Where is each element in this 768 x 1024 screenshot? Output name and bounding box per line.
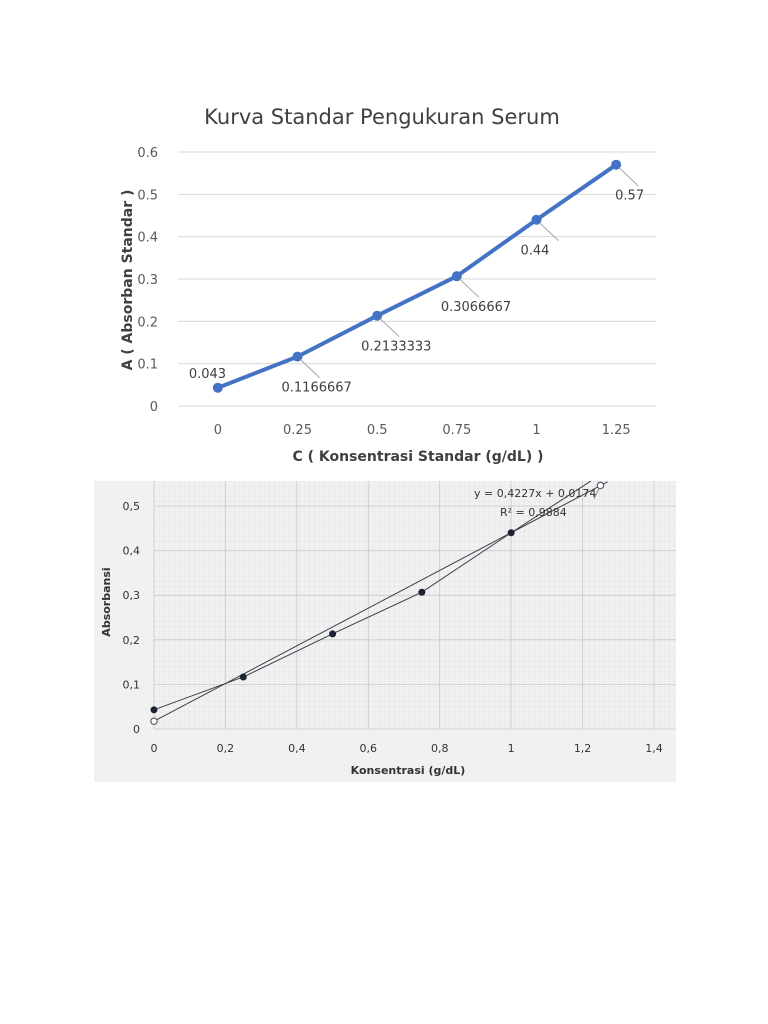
chart2-y-tick-label: 0,1 — [123, 678, 141, 691]
chart1-x-tick-label: 0.25 — [283, 423, 312, 438]
chart2-trendline-equation: y = 0,4227x + 0,0174 — [474, 487, 596, 500]
chart1-y-axis-label: A ( Absorban Standar ) — [120, 190, 136, 371]
chart2-open-point — [596, 481, 605, 490]
chart1-x-tick-label: 1.25 — [602, 423, 631, 438]
chart1-data-point — [451, 271, 462, 282]
chart2-r-squared: R² = 0,9884 — [500, 506, 567, 519]
chart1-data-label: 0.3066667 — [441, 300, 511, 315]
chart2-x-tick-label: 0,4 — [288, 742, 306, 755]
chart1-data-label: 0.043 — [189, 367, 226, 382]
chart1-series-line — [217, 163, 618, 390]
chart1-data-point — [611, 159, 622, 170]
chart1-y-tick-label: 0.1 — [137, 358, 158, 373]
chart2-x-tick-label: 1,2 — [574, 742, 592, 755]
chart-absorbance-scatter: 0 0,1 0,2 0,3 0,4 0,5 0 0,2 0,4 0,6 0,8 1 1,2 1,4 y … — [94, 471, 676, 782]
chart2-y-tick-label: 0,4 — [123, 545, 141, 558]
chart2-y-axis-label: Absorbansi — [100, 567, 113, 636]
chart1-y-tick-label: 0.4 — [137, 231, 158, 246]
chart-standard-curve: Kurva Standar Pengukuran Serum 0 0.1 0.2 0.… — [94, 88, 676, 472]
chart2-svg: 0 0,1 0,2 0,3 0,4 0,5 0 0,2 0,4 0,6 0,8 1 1,2 1,4 y … — [100, 471, 676, 777]
chart2-series-line — [153, 474, 601, 711]
chart1-data-label: 0.2133333 — [361, 340, 431, 355]
chart2-open-point — [150, 717, 158, 726]
chart1-y-tick-label: 0.2 — [137, 315, 158, 330]
chart1-leader-line — [379, 318, 400, 338]
chart1-leader-line — [300, 359, 320, 378]
chart2-x-tick-label: 0 — [151, 742, 158, 755]
chart1-data-label: 0.57 — [615, 189, 644, 204]
chart1-y-tick-label: 0 — [150, 400, 158, 415]
chart1-leader-line — [539, 222, 559, 242]
chart1-x-axis-label: C ( Konsentrasi Standar (g/dL) ) — [292, 449, 543, 465]
chart1-leader-line — [459, 278, 480, 298]
chart1-svg: Kurva Standar Pengukuran Serum 0 0.1 0.2 0.… — [120, 105, 656, 465]
chart1-data-point — [292, 351, 303, 362]
chart2-y-tick-label: 0,2 — [123, 634, 141, 647]
chart1-data-point — [212, 382, 223, 393]
chart2-x-axis-label: Konsentrasi (g/dL) — [351, 764, 466, 777]
chart2-trendline — [153, 481, 608, 722]
chart2-x-tick-label: 0,2 — [217, 742, 235, 755]
chart1-x-tick-label: 0.5 — [367, 423, 388, 438]
chart1-y-tick-label: 0.6 — [137, 146, 158, 161]
chart2-data-point — [239, 673, 247, 681]
chart1-data-label: 0.44 — [521, 244, 550, 259]
chart1-data-label: 0.1166667 — [282, 381, 352, 396]
chart1-leader-line — [618, 167, 639, 187]
chart2-y-tick-label: 0,5 — [123, 500, 141, 513]
chart2-x-tick-label: 0,8 — [431, 742, 449, 755]
chart2-data-point — [329, 630, 337, 638]
chart1-x-tick-label: 0.75 — [442, 423, 471, 438]
chart2-y-tick-label: 0 — [133, 723, 140, 736]
chart1-title: Kurva Standar Pengukuran Serum — [204, 105, 560, 129]
chart1-x-tick-label: 1 — [532, 423, 540, 438]
chart1-data-point — [372, 310, 383, 321]
chart1-y-tick-label: 0.3 — [137, 273, 158, 288]
chart2-data-point — [150, 706, 158, 714]
chart2-x-tick-label: 1,4 — [645, 742, 663, 755]
chart2-y-tick-label: 0,3 — [123, 589, 141, 602]
chart2-x-tick-label: 1 — [508, 742, 515, 755]
chart1-x-tick-label: 0 — [214, 423, 222, 438]
chart2-x-tick-label: 0,6 — [360, 742, 378, 755]
chart1-y-tick-label: 0.5 — [137, 188, 158, 203]
chart1-data-point — [531, 214, 542, 225]
chart2-data-point — [507, 529, 515, 537]
chart2-data-point — [418, 588, 426, 596]
